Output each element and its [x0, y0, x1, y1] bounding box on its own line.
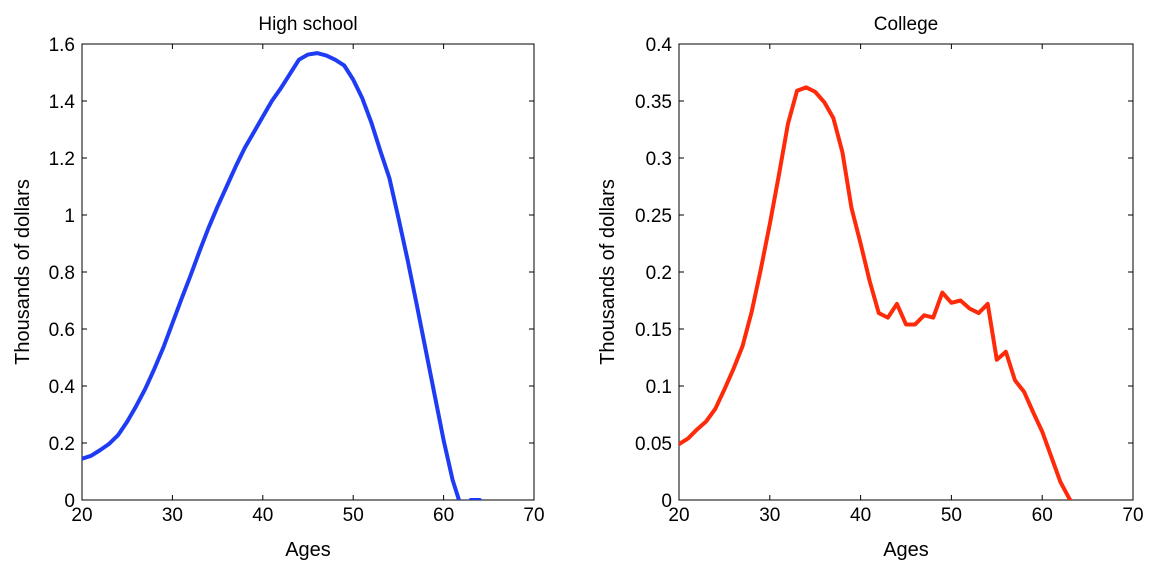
y-tick-label: 0.6 [49, 320, 75, 341]
x-tick-label: 70 [523, 505, 544, 526]
y-tick-label: 0.25 [635, 206, 672, 227]
ticks-layer: 20 30 40 50 60 70 0 0.2 0.4 0.6 0.8 1 1.2 1.4 1.6 [49, 35, 545, 526]
y-tick-label: 1.2 [49, 149, 75, 170]
x-axis-label: Ages [285, 539, 331, 561]
chart-title: High school [258, 14, 357, 35]
y-tick-label: 0.35 [635, 92, 672, 113]
series-line [82, 51, 482, 500]
x-tick-label: 40 [850, 505, 871, 526]
series-layer [679, 85, 1073, 500]
chart-panel-college: College Ages Thousands of dollars 20 30 40… [597, 14, 1144, 561]
y-tick-label: 0.15 [635, 320, 672, 341]
y-axis-label: Thousands of dollars [597, 179, 619, 365]
plot-frame [81, 43, 535, 501]
x-tick-label: 20 [71, 505, 92, 526]
x-tick-label: 30 [162, 505, 183, 526]
x-tick-label: 60 [433, 505, 454, 526]
y-tick-label: 0.1 [646, 377, 672, 398]
y-tick-label: 0.4 [646, 35, 673, 56]
y-tick-label: 0.8 [49, 263, 75, 284]
y-tick-label: 0 [661, 491, 672, 512]
x-tick-label: 50 [343, 505, 364, 526]
x-tick-label: 50 [941, 505, 962, 526]
series-line [679, 85, 1073, 500]
y-tick-label: 0 [64, 491, 75, 512]
y-tick-label: 1.4 [49, 92, 76, 113]
series-layer [82, 51, 482, 500]
y-tick-label: 0.3 [646, 149, 672, 170]
x-tick-label: 40 [252, 505, 273, 526]
y-tick-label: 1.6 [49, 35, 75, 56]
y-tick-label: 0.2 [646, 263, 672, 284]
x-tick-label: 70 [1122, 505, 1143, 526]
y-tick-label: 0.4 [49, 377, 76, 398]
y-tick-label: 0.05 [635, 434, 672, 455]
chart-panel-high-school: High school Ages Thousands of dollars 20… [12, 14, 545, 561]
x-axis-label: Ages [883, 539, 929, 561]
x-tick-label: 30 [759, 505, 780, 526]
plot-frame [678, 43, 1134, 501]
x-tick-label: 20 [668, 505, 689, 526]
y-tick-label: 0.2 [49, 434, 75, 455]
x-tick-label: 60 [1032, 505, 1053, 526]
ticks-layer: 20 30 40 50 60 70 0 0.05 0.1 0.15 0.2 0.25 0.3 0.35 0.… [635, 35, 1144, 526]
y-tick-label: 1 [64, 206, 75, 227]
chart-title: College [874, 14, 938, 35]
y-axis-label: Thousands of dollars [12, 179, 34, 365]
